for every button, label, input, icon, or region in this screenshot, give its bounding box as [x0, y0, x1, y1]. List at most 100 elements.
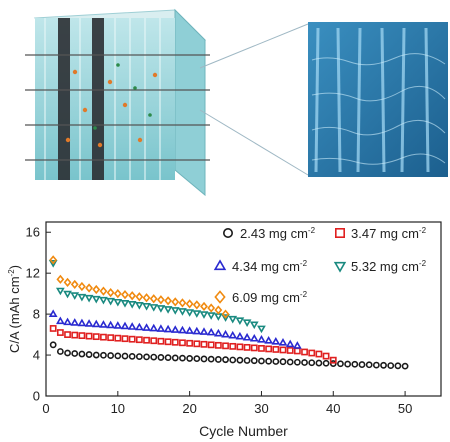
data-point [249, 333, 259, 342]
data-point [70, 279, 79, 290]
carbon-band [92, 18, 104, 180]
data-point [258, 345, 265, 352]
data-point [48, 309, 58, 317]
data-point [185, 326, 195, 334]
data-point [250, 344, 258, 352]
data-point [250, 357, 258, 365]
data-point [91, 295, 101, 304]
data-point [236, 356, 244, 364]
legend-marker [223, 228, 234, 239]
data-point [134, 302, 144, 310]
data-point [127, 322, 137, 330]
data-point [71, 331, 79, 339]
block-front-face [35, 18, 175, 180]
data-point [213, 328, 223, 337]
data-point [178, 325, 187, 334]
data-point [106, 288, 115, 298]
data-point [387, 362, 395, 370]
data-point [236, 343, 244, 351]
data-point [99, 286, 108, 296]
legend-label-exponent: -2 [300, 290, 308, 299]
data-point [171, 354, 179, 362]
data-point [222, 342, 229, 350]
series-circle [49, 341, 409, 370]
data-point [156, 305, 166, 313]
data-point [156, 324, 166, 332]
data-point [78, 281, 86, 292]
data-point [171, 338, 179, 346]
data-point [186, 339, 194, 347]
data-point [206, 312, 216, 320]
data-point [264, 336, 274, 344]
series-diamond [49, 255, 230, 319]
legend-marker [333, 261, 347, 273]
data-point [134, 322, 144, 331]
data-point [70, 318, 80, 326]
y-axis-label-main: C/A (mAh cm [7, 276, 22, 353]
legend-entry: 3.47 mg cm-2 [334, 226, 427, 241]
data-point [49, 341, 57, 349]
data-point [157, 295, 165, 305]
data-point [301, 359, 308, 366]
data-point [358, 361, 366, 368]
data-point [265, 357, 273, 365]
data-point [64, 349, 71, 357]
data-point [150, 353, 158, 361]
data-point [163, 324, 173, 333]
data-point [142, 323, 151, 331]
legend-entry: 4.34 mg cm-2 [213, 259, 308, 274]
data-point [128, 291, 137, 301]
legend-label-exponent: -2 [419, 259, 427, 268]
data-point [229, 342, 237, 350]
data-point [150, 337, 158, 345]
data-point [286, 358, 294, 366]
data-point [127, 301, 137, 309]
legend-label: 6.09 mg cm-2 [232, 290, 308, 305]
y-axis-label-close: ) [7, 265, 22, 269]
data-point [113, 321, 123, 329]
data-point [71, 350, 79, 357]
data-point [200, 301, 208, 312]
y-tick-label: 12 [26, 266, 40, 281]
data-point [322, 359, 330, 367]
legend-label-main: 4.34 mg cm [232, 259, 300, 274]
data-point [164, 354, 172, 362]
data-point [292, 341, 302, 349]
data-point [221, 309, 230, 319]
data-point [85, 351, 93, 358]
data-point [301, 348, 308, 356]
data-point [229, 356, 237, 364]
legend-entry: 6.09 mg cm-2 [214, 290, 308, 305]
data-markers [48, 255, 409, 370]
data-point [344, 360, 352, 368]
data-point [271, 337, 281, 345]
data-point [85, 283, 93, 293]
series-square [49, 325, 337, 364]
y-axis-label: C/A (mAh cm-2) [7, 265, 22, 353]
data-point [78, 350, 86, 358]
data-point [56, 329, 64, 336]
legend-label-main: 5.32 mg cm [351, 259, 419, 274]
data-point [272, 358, 280, 365]
data-point [249, 321, 259, 330]
legend-label: 2.43 mg cm-2 [240, 226, 316, 241]
data-point [63, 317, 72, 326]
data-point [92, 351, 100, 359]
legend-label-exponent: -2 [308, 226, 316, 235]
data-point [308, 359, 316, 367]
data-point [207, 355, 215, 363]
data-point [114, 352, 122, 360]
data-point [193, 355, 201, 363]
legend: 2.43 mg cm-2 3.47 mg cm-24.34 mg cm-2 5.32… [213, 226, 427, 305]
data-point [242, 319, 252, 328]
data-point [92, 284, 101, 295]
x-tick-label: 0 [42, 401, 49, 416]
data-point [293, 347, 301, 355]
data-point [178, 298, 187, 308]
legend-label-exponent: -2 [419, 226, 427, 235]
data-point [235, 317, 245, 325]
data-point [107, 334, 115, 342]
legend-entry: 2.43 mg cm-2 [223, 226, 316, 241]
data-point [315, 350, 323, 358]
data-point [49, 255, 58, 265]
